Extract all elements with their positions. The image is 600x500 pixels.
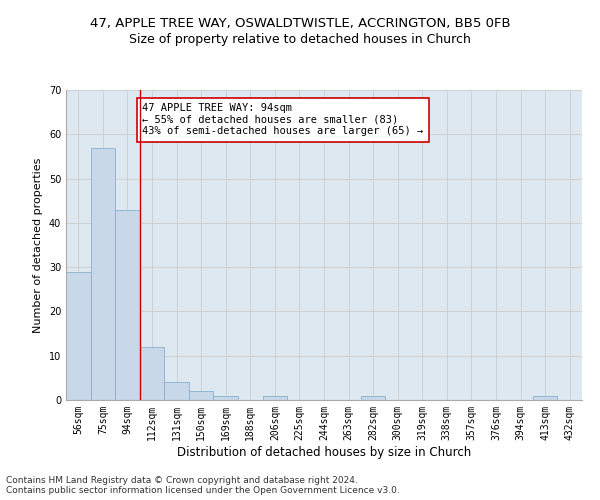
- Bar: [533, 396, 557, 400]
- Text: 47 APPLE TREE WAY: 94sqm
← 55% of detached houses are smaller (83)
43% of semi-d: 47 APPLE TREE WAY: 94sqm ← 55% of detach…: [142, 104, 424, 136]
- Bar: [115, 210, 140, 400]
- Text: Size of property relative to detached houses in Church: Size of property relative to detached ho…: [129, 32, 471, 46]
- Bar: [66, 272, 91, 400]
- Bar: [361, 396, 385, 400]
- Bar: [189, 391, 214, 400]
- Bar: [140, 347, 164, 400]
- Bar: [214, 396, 238, 400]
- Y-axis label: Number of detached properties: Number of detached properties: [33, 158, 43, 332]
- X-axis label: Distribution of detached houses by size in Church: Distribution of detached houses by size …: [177, 446, 471, 458]
- Text: 47, APPLE TREE WAY, OSWALDTWISTLE, ACCRINGTON, BB5 0FB: 47, APPLE TREE WAY, OSWALDTWISTLE, ACCRI…: [89, 18, 511, 30]
- Text: Contains HM Land Registry data © Crown copyright and database right 2024.
Contai: Contains HM Land Registry data © Crown c…: [6, 476, 400, 495]
- Bar: [263, 396, 287, 400]
- Bar: [91, 148, 115, 400]
- Bar: [164, 382, 189, 400]
